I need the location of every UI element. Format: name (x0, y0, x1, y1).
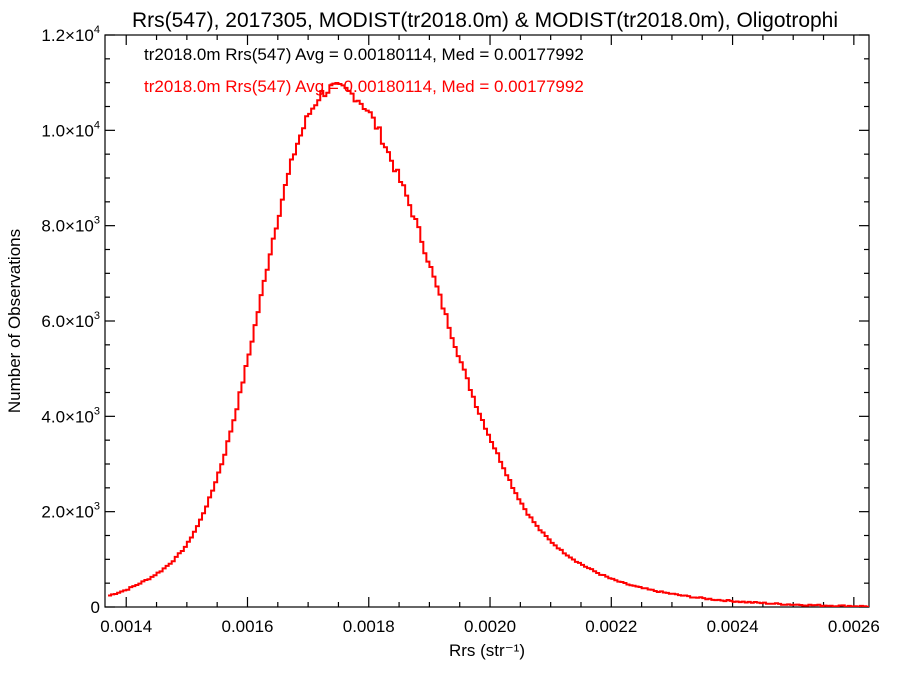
x-tick-label: 0.0022 (585, 617, 637, 636)
x-axis-label: Rrs (str⁻¹) (449, 641, 525, 660)
annotation-black: tr2018.0m Rrs(547) Avg = 0.00180114, Med… (144, 45, 584, 64)
x-tick-label: 0.0026 (828, 617, 880, 636)
x-tick-label: 0.0024 (707, 617, 759, 636)
x-tick-label: 0.0018 (343, 617, 395, 636)
y-axis-label: Number of Observations (5, 229, 24, 413)
y-axis-ticks: 0 2.0×103 4.0×103 6.0×103 8.0×103 1.0×104 1.2×… (41, 24, 869, 617)
y-tick-label: 2.0×103 (41, 501, 100, 522)
x-tick-label: 0.0016 (221, 617, 273, 636)
plot-area (108, 81, 869, 607)
y-tick-label: 1.2×104 (41, 24, 100, 45)
y-tick-label: 6.0×103 (41, 310, 100, 331)
y-tick-label: 4.0×103 (41, 405, 100, 426)
annotation-red: tr2018.0m Rrs(547) Avg = 0.00180114, Med… (144, 77, 584, 96)
x-tick-label: 0.0014 (100, 617, 152, 636)
series-line (108, 81, 869, 607)
plot-frame (104, 34, 870, 608)
y-tick-label: 8.0×103 (41, 215, 100, 236)
y-tick-label: 0 (91, 598, 100, 617)
x-axis-ticks: 0.0014 0.0016 0.0018 0.0020 0.0022 0.0024 0.00… (100, 35, 880, 636)
y-tick-label: 1.0×104 (41, 119, 100, 140)
x-tick-label: 0.0020 (464, 617, 516, 636)
chart-title: Rrs(547), 2017305, MODIST(tr2018.0m) & M… (132, 9, 838, 32)
